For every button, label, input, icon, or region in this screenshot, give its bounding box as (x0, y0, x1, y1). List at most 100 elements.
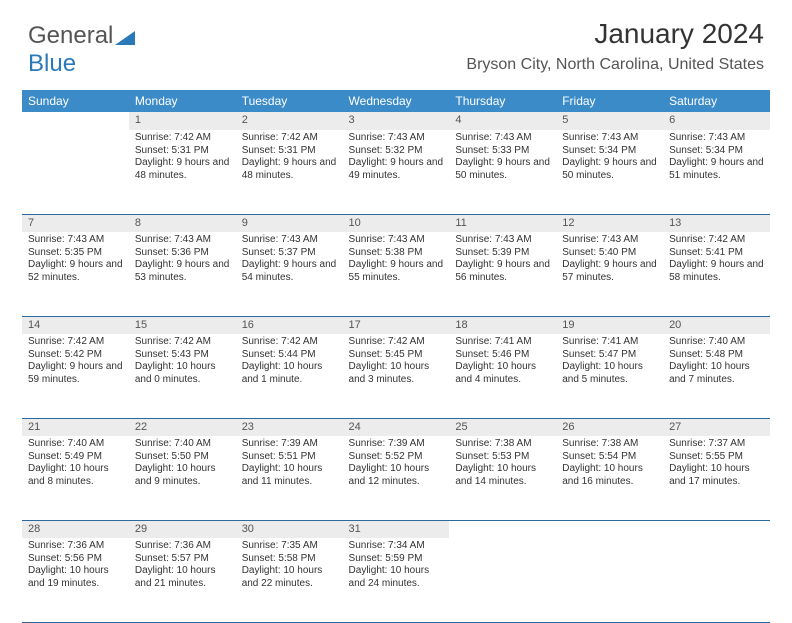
day-number-cell: 2 (236, 112, 343, 130)
day-body-cell: Sunrise: 7:40 AMSunset: 5:49 PMDaylight:… (22, 436, 129, 520)
day-details: Sunrise: 7:42 AMSunset: 5:31 PMDaylight:… (236, 130, 343, 186)
day-number-cell: 27 (663, 418, 770, 436)
day-body-cell: Sunrise: 7:43 AMSunset: 5:39 PMDaylight:… (449, 232, 556, 316)
day-number-cell: 29 (129, 520, 236, 538)
day-body-cell: Sunrise: 7:43 AMSunset: 5:32 PMDaylight:… (343, 130, 450, 214)
calendar-body: 123456Sunrise: 7:42 AMSunset: 5:31 PMDay… (22, 112, 770, 622)
day-details: Sunrise: 7:36 AMSunset: 5:57 PMDaylight:… (129, 538, 236, 594)
day-number-cell: 13 (663, 214, 770, 232)
day-details: Sunrise: 7:37 AMSunset: 5:55 PMDaylight:… (663, 436, 770, 492)
day-number-cell: 18 (449, 316, 556, 334)
day-number-cell: 10 (343, 214, 450, 232)
day-body-cell: Sunrise: 7:38 AMSunset: 5:54 PMDaylight:… (556, 436, 663, 520)
day-body-cell: Sunrise: 7:40 AMSunset: 5:48 PMDaylight:… (663, 334, 770, 418)
calendar-header: SundayMondayTuesdayWednesdayThursdayFrid… (22, 90, 770, 112)
day-body-cell: Sunrise: 7:37 AMSunset: 5:55 PMDaylight:… (663, 436, 770, 520)
day-number-cell: 24 (343, 418, 450, 436)
day-number-cell: 26 (556, 418, 663, 436)
logo: General Blue (28, 22, 135, 78)
day-body-row: Sunrise: 7:42 AMSunset: 5:31 PMDaylight:… (22, 130, 770, 214)
weekday-header: Monday (129, 90, 236, 112)
day-details: Sunrise: 7:39 AMSunset: 5:52 PMDaylight:… (343, 436, 450, 492)
day-number-cell: 7 (22, 214, 129, 232)
logo-text-1: General (28, 22, 113, 49)
weekday-header: Friday (556, 90, 663, 112)
day-body-cell: Sunrise: 7:41 AMSunset: 5:47 PMDaylight:… (556, 334, 663, 418)
logo-text-2: Blue (28, 50, 76, 77)
day-details: Sunrise: 7:42 AMSunset: 5:44 PMDaylight:… (236, 334, 343, 390)
day-number-row: 14151617181920 (22, 316, 770, 334)
day-body-cell: Sunrise: 7:43 AMSunset: 5:33 PMDaylight:… (449, 130, 556, 214)
day-details: Sunrise: 7:43 AMSunset: 5:33 PMDaylight:… (449, 130, 556, 186)
day-body-cell: Sunrise: 7:43 AMSunset: 5:35 PMDaylight:… (22, 232, 129, 316)
day-body-cell: Sunrise: 7:42 AMSunset: 5:44 PMDaylight:… (236, 334, 343, 418)
day-details: Sunrise: 7:42 AMSunset: 5:31 PMDaylight:… (129, 130, 236, 186)
day-details: Sunrise: 7:43 AMSunset: 5:38 PMDaylight:… (343, 232, 450, 288)
day-details: Sunrise: 7:39 AMSunset: 5:51 PMDaylight:… (236, 436, 343, 492)
day-body-cell (22, 130, 129, 214)
day-body-row: Sunrise: 7:43 AMSunset: 5:35 PMDaylight:… (22, 232, 770, 316)
weekday-header: Saturday (663, 90, 770, 112)
day-number-cell: 22 (129, 418, 236, 436)
day-body-cell: Sunrise: 7:42 AMSunset: 5:45 PMDaylight:… (343, 334, 450, 418)
day-details: Sunrise: 7:40 AMSunset: 5:50 PMDaylight:… (129, 436, 236, 492)
weekday-header: Thursday (449, 90, 556, 112)
day-number-cell: 20 (663, 316, 770, 334)
day-number-cell: 30 (236, 520, 343, 538)
day-number-cell: 12 (556, 214, 663, 232)
day-number-cell: 1 (129, 112, 236, 130)
day-body-cell: Sunrise: 7:43 AMSunset: 5:38 PMDaylight:… (343, 232, 450, 316)
day-body-cell: Sunrise: 7:41 AMSunset: 5:46 PMDaylight:… (449, 334, 556, 418)
day-number-row: 78910111213 (22, 214, 770, 232)
day-body-cell: Sunrise: 7:40 AMSunset: 5:50 PMDaylight:… (129, 436, 236, 520)
day-number-cell: 11 (449, 214, 556, 232)
day-number-cell: 6 (663, 112, 770, 130)
day-number-cell (556, 520, 663, 538)
day-details: Sunrise: 7:43 AMSunset: 5:35 PMDaylight:… (22, 232, 129, 288)
day-number-cell (22, 112, 129, 130)
day-number-cell: 17 (343, 316, 450, 334)
day-body-cell: Sunrise: 7:38 AMSunset: 5:53 PMDaylight:… (449, 436, 556, 520)
day-details: Sunrise: 7:43 AMSunset: 5:32 PMDaylight:… (343, 130, 450, 186)
day-number-cell: 15 (129, 316, 236, 334)
day-number-cell: 8 (129, 214, 236, 232)
day-details: Sunrise: 7:43 AMSunset: 5:37 PMDaylight:… (236, 232, 343, 288)
day-details: Sunrise: 7:43 AMSunset: 5:34 PMDaylight:… (663, 130, 770, 186)
day-number-cell: 9 (236, 214, 343, 232)
day-body-cell: Sunrise: 7:43 AMSunset: 5:37 PMDaylight:… (236, 232, 343, 316)
weekday-header: Tuesday (236, 90, 343, 112)
day-details: Sunrise: 7:43 AMSunset: 5:36 PMDaylight:… (129, 232, 236, 288)
day-number-row: 21222324252627 (22, 418, 770, 436)
day-body-cell: Sunrise: 7:43 AMSunset: 5:36 PMDaylight:… (129, 232, 236, 316)
day-number-cell: 21 (22, 418, 129, 436)
day-body-cell: Sunrise: 7:43 AMSunset: 5:34 PMDaylight:… (556, 130, 663, 214)
day-details: Sunrise: 7:43 AMSunset: 5:40 PMDaylight:… (556, 232, 663, 288)
day-body-cell: Sunrise: 7:42 AMSunset: 5:41 PMDaylight:… (663, 232, 770, 316)
day-number-row: 123456 (22, 112, 770, 130)
day-body-row: Sunrise: 7:42 AMSunset: 5:42 PMDaylight:… (22, 334, 770, 418)
logo-triangle-icon (115, 29, 135, 45)
day-body-cell: Sunrise: 7:42 AMSunset: 5:42 PMDaylight:… (22, 334, 129, 418)
day-body-cell (556, 538, 663, 622)
day-body-cell: Sunrise: 7:34 AMSunset: 5:59 PMDaylight:… (343, 538, 450, 622)
header-right: January 2024 Bryson City, North Carolina… (466, 18, 764, 74)
day-body-cell: Sunrise: 7:42 AMSunset: 5:31 PMDaylight:… (236, 130, 343, 214)
month-title: January 2024 (466, 18, 764, 50)
day-details: Sunrise: 7:41 AMSunset: 5:46 PMDaylight:… (449, 334, 556, 390)
day-details: Sunrise: 7:38 AMSunset: 5:53 PMDaylight:… (449, 436, 556, 492)
day-details: Sunrise: 7:41 AMSunset: 5:47 PMDaylight:… (556, 334, 663, 390)
day-details: Sunrise: 7:34 AMSunset: 5:59 PMDaylight:… (343, 538, 450, 594)
location-text: Bryson City, North Carolina, United Stat… (466, 56, 764, 74)
day-body-cell: Sunrise: 7:39 AMSunset: 5:52 PMDaylight:… (343, 436, 450, 520)
day-number-cell: 31 (343, 520, 450, 538)
day-details: Sunrise: 7:42 AMSunset: 5:42 PMDaylight:… (22, 334, 129, 390)
day-details: Sunrise: 7:36 AMSunset: 5:56 PMDaylight:… (22, 538, 129, 594)
day-details: Sunrise: 7:42 AMSunset: 5:41 PMDaylight:… (663, 232, 770, 288)
day-details: Sunrise: 7:43 AMSunset: 5:34 PMDaylight:… (556, 130, 663, 186)
day-details: Sunrise: 7:42 AMSunset: 5:45 PMDaylight:… (343, 334, 450, 390)
day-number-cell: 16 (236, 316, 343, 334)
weekday-header: Wednesday (343, 90, 450, 112)
day-body-row: Sunrise: 7:40 AMSunset: 5:49 PMDaylight:… (22, 436, 770, 520)
day-body-cell: Sunrise: 7:43 AMSunset: 5:40 PMDaylight:… (556, 232, 663, 316)
day-body-cell: Sunrise: 7:39 AMSunset: 5:51 PMDaylight:… (236, 436, 343, 520)
